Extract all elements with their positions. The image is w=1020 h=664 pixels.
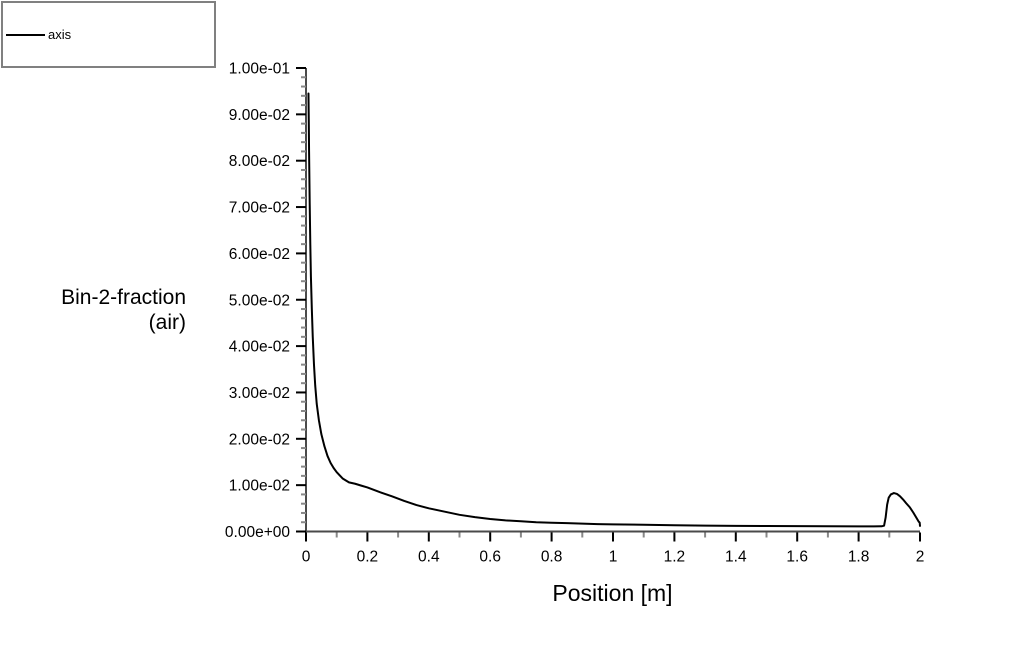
y-tick-label: 1.00e-02 <box>229 478 290 495</box>
x-tick-label: 1.6 <box>786 549 808 566</box>
y-tick-label: 4.00e-02 <box>229 339 290 356</box>
y-tick-label: 5.00e-02 <box>229 292 290 309</box>
x-tick-label: 2 <box>916 549 925 566</box>
y-tick-label: 9.00e-02 <box>229 107 290 124</box>
y-tick-label: 0.00e+00 <box>225 524 290 541</box>
y-tick-label: 6.00e-02 <box>229 246 290 263</box>
x-tick-label: 0.6 <box>479 549 501 566</box>
x-tick-label: 1.4 <box>725 549 747 566</box>
y-axis-title-line1: Bin-2-fraction <box>61 286 186 309</box>
y-tick-label: 8.00e-02 <box>229 153 290 170</box>
x-tick-label: 0.8 <box>541 549 563 566</box>
legend-line-sample <box>6 33 45 36</box>
x-tick-label: 0.4 <box>418 549 440 566</box>
x-tick-label: 1 <box>609 549 618 566</box>
legend-series-label: axis <box>48 27 72 42</box>
x-tick-label: 1.8 <box>848 549 870 566</box>
y-axis-title: Bin-2-fraction (air) <box>0 286 186 336</box>
y-axis-title-line2: (air) <box>148 310 186 334</box>
x-tick-label: 0 <box>302 549 311 566</box>
y-tick-label: 2.00e-02 <box>229 431 290 448</box>
legend: axis <box>1 1 216 68</box>
y-tick-label: 3.00e-02 <box>229 385 290 402</box>
y-tick-label: 1.00e-01 <box>229 61 290 78</box>
x-tick-label: 0.2 <box>357 549 379 566</box>
y-tick-label: 7.00e-02 <box>229 200 290 217</box>
data-curve-axis <box>307 92 921 528</box>
x-axis-title: Position [m] <box>552 580 673 606</box>
x-tick-label: 1.2 <box>664 549 686 566</box>
